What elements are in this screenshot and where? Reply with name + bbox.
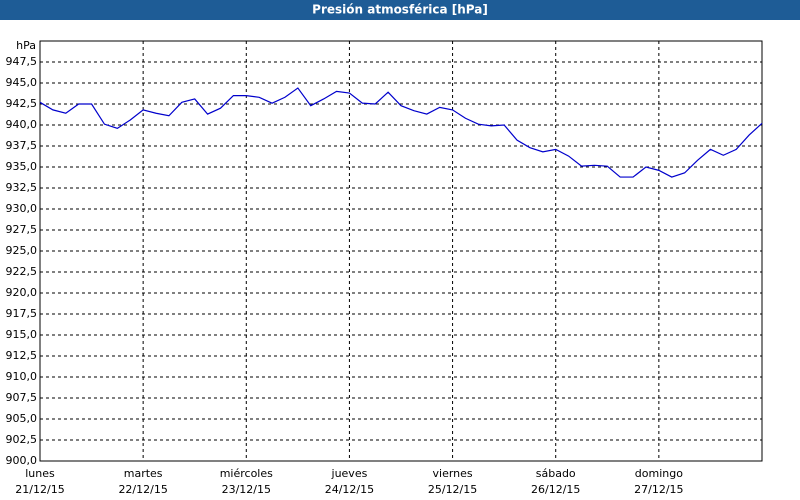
x-tick-date: 25/12/15 <box>428 483 477 496</box>
x-tick-label: miércoles <box>220 467 273 480</box>
x-tick-date: 26/12/15 <box>531 483 580 496</box>
plot-frame <box>39 40 763 462</box>
y-tick-label: 942,5 <box>6 97 38 110</box>
chart-title: Presión atmosférica [hPa] <box>312 3 488 17</box>
x-tick-label: lunes <box>25 467 55 480</box>
y-tick-label: 902,5 <box>6 433 38 446</box>
y-tick-label: 940,0 <box>6 118 38 131</box>
y-tick-label: 937,5 <box>6 139 38 152</box>
pressure-line <box>39 87 763 178</box>
y-tick-label: 922,5 <box>6 265 38 278</box>
y-tick-label: 912,5 <box>6 349 38 362</box>
y-tick-label: 930,0 <box>6 202 38 215</box>
y-tick-label: 935,0 <box>6 160 38 173</box>
y-tick-label: 947,5 <box>6 55 38 68</box>
x-tick-label: sábado <box>536 467 576 480</box>
y-tick-label: 915,0 <box>6 328 38 341</box>
y-tick-label: 900,0 <box>6 454 38 467</box>
y-tick-label: 907,5 <box>6 391 38 404</box>
y-tick-label: 917,5 <box>6 307 38 320</box>
x-tick-label: martes <box>124 467 163 480</box>
title-bar <box>0 0 800 20</box>
y-tick-label: 920,0 <box>6 286 38 299</box>
x-tick-label: domingo <box>635 467 683 480</box>
y-tick-label: 905,0 <box>6 412 38 425</box>
x-tick-date: 27/12/15 <box>634 483 683 496</box>
y-tick-label: 927,5 <box>6 223 38 236</box>
x-tick-date: 21/12/15 <box>15 483 64 496</box>
y-tick-label: 932,5 <box>6 181 38 194</box>
y-axis-label: hPa <box>16 39 36 52</box>
x-tick-label: jueves <box>331 467 368 480</box>
y-tick-label: 910,0 <box>6 370 38 383</box>
x-tick-date: 23/12/15 <box>222 483 271 496</box>
y-tick-label: 925,0 <box>6 244 38 257</box>
x-tick-label: viernes <box>433 467 473 480</box>
x-tick-date: 24/12/15 <box>325 483 374 496</box>
y-tick-label: 945,0 <box>6 76 38 89</box>
x-tick-date: 22/12/15 <box>118 483 167 496</box>
